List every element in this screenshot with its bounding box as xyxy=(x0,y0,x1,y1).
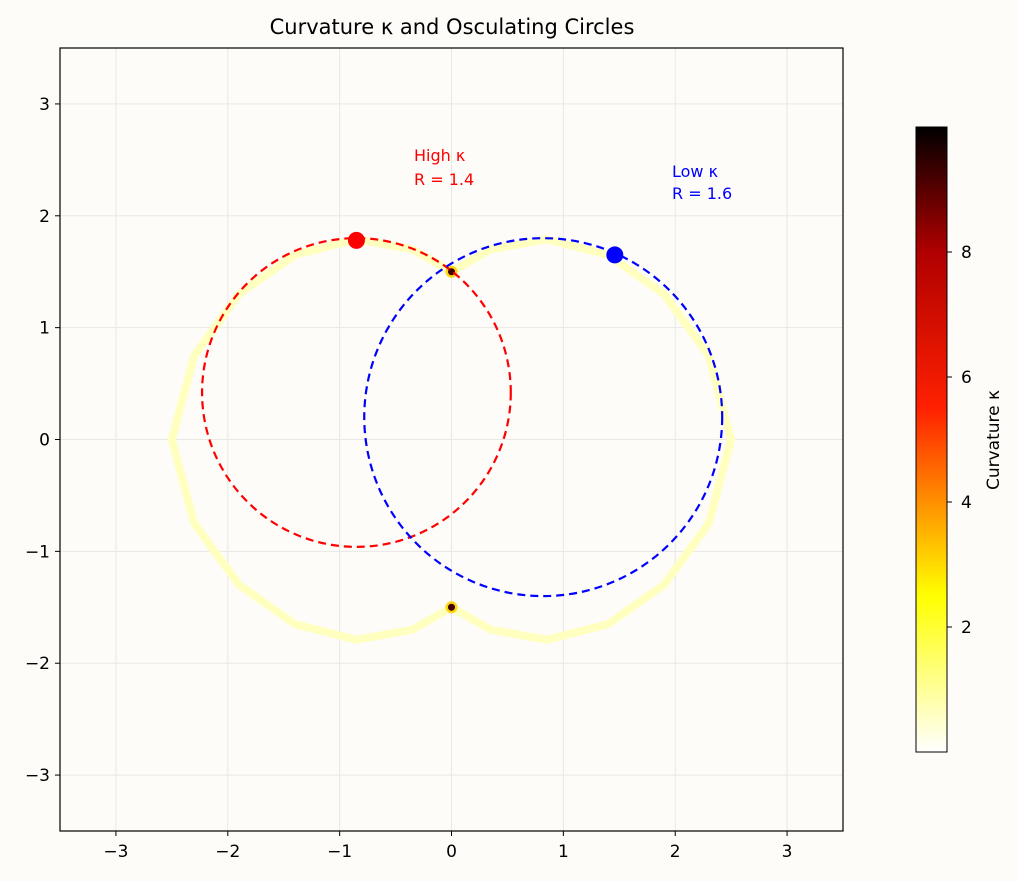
y-tick-label: −1 xyxy=(25,542,50,562)
high-kappa-label: High κ xyxy=(414,146,466,165)
x-tick-label: 3 xyxy=(782,842,793,862)
x-tick-label: 2 xyxy=(670,842,681,862)
x-tick-label: −2 xyxy=(215,842,240,862)
y-tick-label: 2 xyxy=(39,207,50,227)
x-tick-label: −3 xyxy=(103,842,128,862)
colorbar-gradient xyxy=(915,126,948,753)
colorbar-tick-label: 2 xyxy=(961,618,972,638)
x-tick-label: 0 xyxy=(446,842,457,862)
colorbar-label: Curvature κ xyxy=(984,390,1004,490)
high-kappa-point xyxy=(347,231,365,249)
x-tick-label: −1 xyxy=(327,842,352,862)
low-kappa-circle xyxy=(363,237,724,598)
plot-marks xyxy=(167,231,736,644)
colorbar-tick-label: 4 xyxy=(961,493,972,513)
colorbar-tick-label: 6 xyxy=(961,368,972,388)
y-tick-label: −2 xyxy=(25,654,50,674)
cusp-core xyxy=(448,603,455,611)
high-kappa-radius: R = 1.4 xyxy=(414,170,474,189)
low-kappa-label: Low κ xyxy=(672,162,719,181)
colorbar: 2 4 6 8 Curvature κ xyxy=(915,126,1004,753)
grid xyxy=(60,48,843,831)
low-kappa-radius: R = 1.6 xyxy=(672,184,732,203)
cusp-marker xyxy=(445,601,458,614)
colorbar-tick-label: 8 xyxy=(961,243,972,263)
y-tick-label: −3 xyxy=(25,766,50,786)
y-tick-label: 1 xyxy=(39,319,50,339)
chart-title: Curvature κ and Osculating Circles xyxy=(270,15,635,39)
colorbar-ticks: 2 4 6 8 xyxy=(947,243,972,638)
y-axis: −3 −2 −1 0 1 2 3 xyxy=(25,95,60,786)
y-tick-label: 0 xyxy=(39,431,50,451)
y-tick-label: 3 xyxy=(39,95,50,115)
high-kappa-circle xyxy=(200,237,512,548)
x-axis: −3 −2 −1 0 1 2 3 xyxy=(103,831,792,862)
low-kappa-point xyxy=(606,246,624,264)
x-tick-label: 1 xyxy=(558,842,569,862)
